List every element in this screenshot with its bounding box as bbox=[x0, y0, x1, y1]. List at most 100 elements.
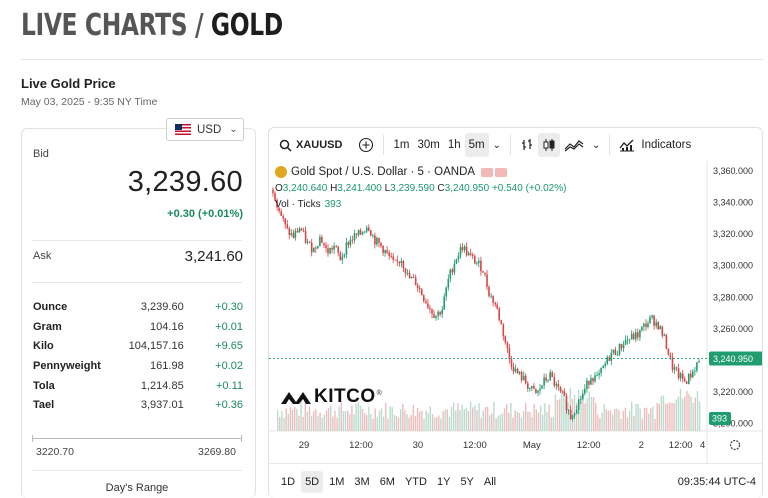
compare-button[interactable] bbox=[354, 133, 378, 157]
volume-badge bbox=[709, 412, 731, 425]
volume-bar bbox=[448, 416, 451, 431]
volume-label: Vol · Ticks bbox=[275, 199, 321, 210]
candle-body bbox=[276, 200, 278, 208]
candle-body bbox=[447, 279, 450, 288]
volume-bar bbox=[298, 415, 300, 431]
candle-body bbox=[604, 363, 606, 367]
bar-chart-type-button[interactable] bbox=[516, 133, 538, 157]
volume-bar bbox=[671, 403, 673, 431]
table-row: Kilo 104,157.16 +9.65 bbox=[33, 336, 243, 356]
volume-bar bbox=[472, 407, 474, 431]
range-all[interactable]: All bbox=[483, 475, 497, 488]
volume-bar bbox=[586, 398, 588, 431]
volume-bar bbox=[497, 415, 499, 431]
days-range-bar bbox=[32, 435, 242, 442]
volume-bar bbox=[520, 417, 523, 431]
volume-bar bbox=[512, 417, 514, 431]
price-chart[interactable]: 3,360.000 3,340.000 3,320.000 3,300.000 3,28… bbox=[269, 161, 763, 463]
chart-clock: 09:35:44 UTC-4 bbox=[677, 475, 756, 488]
candle-body bbox=[586, 380, 588, 389]
volume-bar bbox=[495, 418, 497, 431]
unit-name: Kilo bbox=[33, 340, 54, 353]
candle-body bbox=[647, 323, 649, 328]
volume-bar bbox=[291, 410, 294, 431]
volume-bar bbox=[506, 404, 508, 431]
candle-body bbox=[329, 247, 331, 254]
candle-body bbox=[390, 256, 392, 257]
range-6m[interactable]: 6M bbox=[379, 475, 395, 488]
range-3m[interactable]: 3M bbox=[354, 475, 370, 488]
range-ytd[interactable]: YTD bbox=[404, 475, 427, 488]
candle-body bbox=[618, 344, 621, 355]
area-chart-type-button[interactable] bbox=[560, 133, 588, 157]
volume-bar bbox=[397, 417, 400, 431]
legend-toggle-button[interactable] bbox=[481, 167, 508, 177]
low-label: L bbox=[384, 183, 391, 194]
settings-gear-icon[interactable] bbox=[729, 439, 741, 451]
candle-body bbox=[335, 246, 337, 247]
interval-30m[interactable]: 30m bbox=[417, 139, 440, 151]
volume-bar bbox=[400, 409, 402, 431]
days-range-label: Day's Range bbox=[105, 482, 169, 494]
candle-body bbox=[659, 326, 661, 330]
table-row: Pennyweight 161.98 +0.02 bbox=[33, 356, 243, 376]
candle-body bbox=[351, 239, 354, 241]
candle-body bbox=[698, 361, 700, 363]
volume-bar bbox=[698, 401, 701, 431]
bars-icon bbox=[521, 139, 532, 150]
candle-body bbox=[327, 248, 329, 254]
kitco-watermark: KITCO ® bbox=[281, 386, 382, 408]
candle-body bbox=[280, 211, 282, 216]
interval-1h[interactable]: 1h bbox=[447, 139, 461, 151]
candle-body bbox=[296, 231, 299, 233]
range-5d[interactable]: 5D bbox=[301, 470, 324, 493]
candle-body bbox=[286, 224, 289, 229]
candle-body bbox=[306, 241, 309, 243]
candle-body bbox=[394, 259, 397, 261]
approx-icon bbox=[495, 167, 508, 177]
us-flag-icon bbox=[175, 124, 191, 135]
candle-body bbox=[571, 415, 574, 420]
range-1y[interactable]: 1Y bbox=[436, 475, 451, 488]
candle-body bbox=[696, 362, 698, 371]
range-1m[interactable]: 1M bbox=[329, 475, 345, 488]
candle-body bbox=[408, 272, 411, 279]
low-value: 3,239.590 bbox=[390, 183, 435, 194]
candle-body bbox=[443, 296, 445, 310]
range-low: 3220.70 bbox=[36, 446, 74, 458]
candles-chart-type-button[interactable] bbox=[537, 133, 560, 157]
symbol-search-button[interactable]: XAUUSD bbox=[275, 133, 346, 157]
indicators-button[interactable]: Indicators bbox=[615, 133, 695, 157]
range-5y[interactable]: 5Y bbox=[460, 475, 474, 488]
volume-bar bbox=[359, 405, 362, 431]
interval-1m[interactable]: 1m bbox=[393, 139, 410, 151]
candle-body bbox=[539, 388, 541, 391]
candle-body bbox=[410, 277, 413, 279]
volume-bar bbox=[340, 401, 342, 431]
range-1d[interactable]: 1D bbox=[281, 475, 296, 488]
volume-bar bbox=[387, 418, 389, 431]
candle-body bbox=[392, 256, 394, 260]
candle-body bbox=[292, 233, 295, 238]
chart-type-dropdown[interactable]: ⌄ bbox=[588, 133, 604, 157]
ask-label: Ask bbox=[33, 250, 52, 262]
candle-body bbox=[663, 334, 666, 336]
chart-toolbar: XAUUSD 1m 30m 1h 5m ⌄ ⌄ Indicators bbox=[269, 128, 762, 162]
candle-body bbox=[427, 303, 429, 308]
volume-bar bbox=[499, 414, 501, 431]
volume-bar bbox=[637, 403, 639, 431]
candle-body bbox=[310, 242, 313, 253]
candle-body bbox=[653, 315, 655, 326]
candle-body bbox=[600, 367, 602, 374]
candle-body bbox=[463, 246, 466, 250]
x-tick-label: 29 bbox=[299, 440, 310, 451]
volume-bar bbox=[662, 395, 665, 431]
currency-select[interactable]: USD ⌄ bbox=[166, 118, 244, 141]
candle-body bbox=[527, 383, 529, 389]
volume-bar bbox=[624, 407, 627, 431]
interval-dropdown[interactable]: ⌄ bbox=[489, 133, 505, 157]
ask-value: 3,241.60 bbox=[184, 248, 243, 265]
unit-name: Tael bbox=[33, 399, 55, 412]
hide-icon bbox=[481, 167, 494, 177]
interval-5m[interactable]: 5m bbox=[464, 133, 489, 157]
